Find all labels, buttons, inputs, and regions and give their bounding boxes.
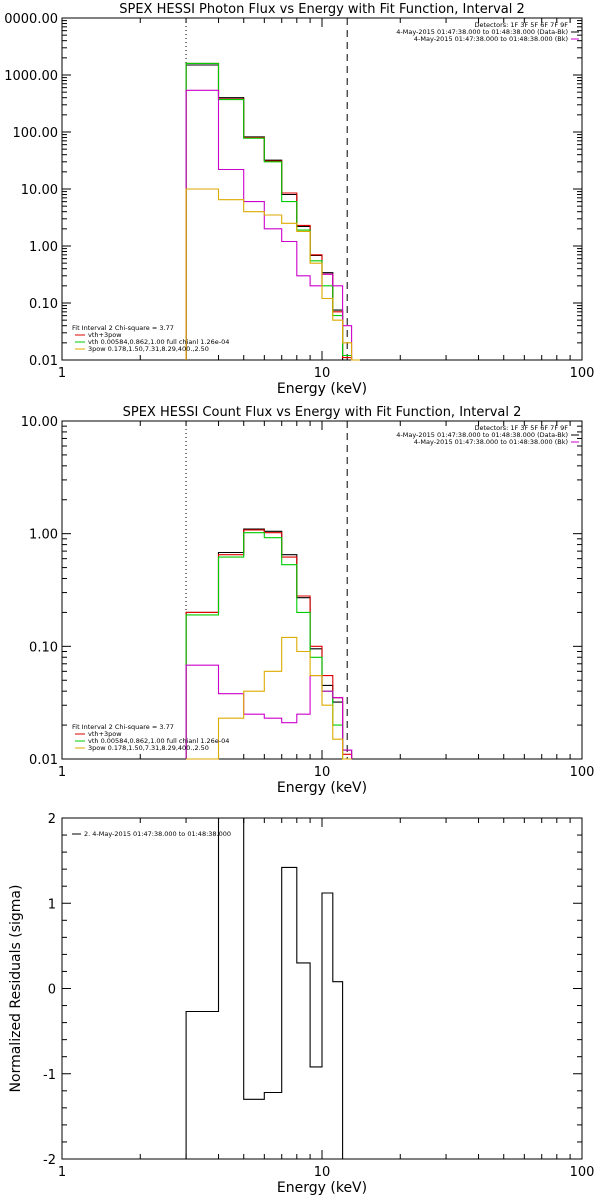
x-tick-label: 100: [570, 765, 595, 780]
y-tick-label: 2: [48, 812, 56, 827]
y-tick-label: 1000.00: [4, 69, 58, 84]
x-axis-label: Energy (keV): [277, 780, 367, 796]
legend-topright-text: 4-May-2015 01:47:38.000 to 01:48:38.000 …: [414, 438, 568, 446]
y-tick-label: 0000.00: [4, 12, 58, 27]
y-tick-label: 10.00: [21, 415, 58, 430]
series-4-line: [185, 188, 360, 361]
x-tick-label: 10: [314, 1165, 331, 1180]
legend-topright-text: 4-May-2015 01:47:38.000 to 01:48:38.000 …: [414, 35, 568, 43]
y-tick-label: 1.00: [29, 240, 58, 255]
y-tick-label: 0.01: [29, 753, 58, 768]
x-tick-label: 10: [314, 765, 331, 780]
chart-title: SPEX HESSI Photon Flux vs Energy with Fi…: [119, 2, 525, 17]
series-1-line: [185, 529, 353, 759]
x-tick-label: 1: [58, 1165, 66, 1180]
y-tick-label: 0.10: [29, 297, 58, 312]
legend-bottomleft-text: Fit Interval 2 Chi-square = 3.77: [72, 723, 174, 731]
y-tick-label: 1.00: [29, 528, 58, 543]
y-axis-label: Normalized Residuals (sigma): [8, 885, 24, 1093]
series-2-line: [185, 532, 352, 760]
series-4-line: [186, 636, 352, 760]
y-tick-label: 0: [48, 983, 56, 998]
y-tick-label: 10.00: [21, 183, 58, 198]
chart-title: SPEX HESSI Count Flux vs Energy with Fit…: [123, 405, 522, 420]
series-0-line: [185, 817, 344, 1159]
x-tick-label: 100: [570, 366, 595, 381]
legend-topright-text: Detectors: 1F 3F 5F 6F 7F 9F: [474, 424, 568, 432]
legend-bottomleft-text: vth 0.00584,0.862,1.00 full chianl 1.26e…: [88, 737, 229, 745]
series-0-line: [185, 528, 353, 759]
x-tick-label: 1: [58, 765, 66, 780]
legend-topright-text: 4-May-2015 01:47:38.000 to 01:48:38.000 …: [396, 431, 568, 439]
plot-frame: [61, 420, 583, 760]
y-tick-label: 100.00: [13, 126, 59, 141]
y-tick-label: -1: [43, 1068, 56, 1083]
legend-bottomleft-text: Fit Interval 2 Chi-square = 3.77: [72, 324, 174, 332]
legend-bottomleft-text: vth+3pow: [88, 331, 122, 339]
y-tick-label: 0.01: [29, 354, 58, 369]
y-tick-label: 0.10: [29, 640, 58, 655]
plot-frame: [61, 17, 583, 361]
legend-topleft-text: 2. 4-May-2015 01:47:38.000 to 01:48:38.0…: [84, 830, 231, 838]
series-3-line: [185, 664, 353, 759]
x-axis-label: Energy (keV): [277, 1180, 367, 1196]
legend-bottomleft-text: vth+3pow: [88, 730, 122, 738]
y-tick-label: -2: [43, 1153, 56, 1168]
x-tick-label: 10: [314, 366, 331, 381]
x-tick-label: 1: [58, 366, 66, 381]
series-2-line: [185, 62, 360, 361]
x-axis-label: Energy (keV): [277, 381, 367, 397]
legend-bottomleft-text: 3pow 0.178,1.50,7.31,8.29,400.,2.50: [88, 744, 209, 752]
y-tick-label: 1: [48, 897, 56, 912]
x-tick-label: 100: [570, 1165, 595, 1180]
legend-bottomleft-text: 3pow 0.178,1.50,7.31,8.29,400.,2.50: [88, 345, 209, 353]
series-3-line: [185, 89, 360, 361]
legend-bottomleft-text: vth 0.00584,0.862,1.00 full chianl 1.26e…: [88, 338, 229, 346]
legend-topright-text: 4-May-2015 01:47:38.000 to 01:48:38.000 …: [396, 28, 568, 36]
legend-topright-text: Detectors: 1F 3F 5F 6F 7F 9F: [474, 21, 568, 29]
